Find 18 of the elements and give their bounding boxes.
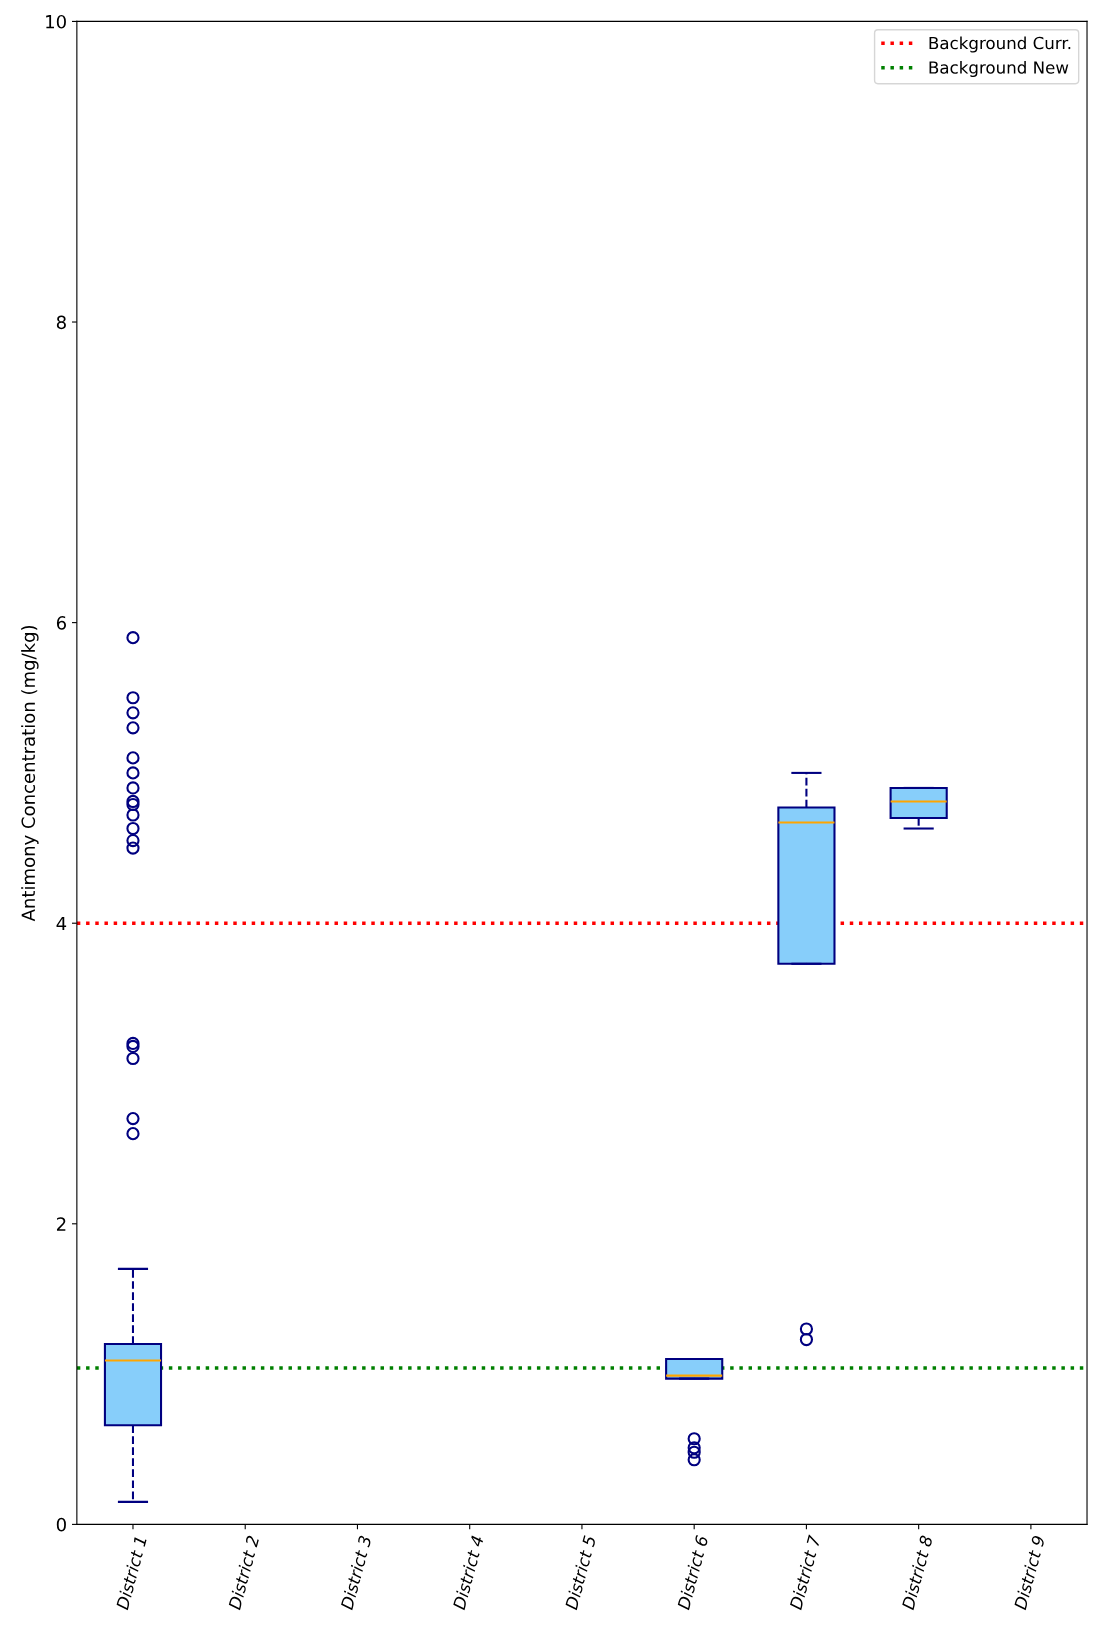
x-tick-label: District 8 (901, 1534, 933, 1611)
x-tick-label: District 5 (564, 1535, 597, 1611)
x-tick-label: District 2 (227, 1535, 260, 1611)
x-tick-label: District 4 (452, 1535, 484, 1611)
y-tick-label: 6 (56, 616, 66, 630)
x-tick-label: District 6 (676, 1534, 709, 1611)
y-tick-label: 4 (56, 916, 67, 931)
y-tick-label: 2 (56, 1217, 66, 1231)
x-tick-label: District 3 (339, 1535, 372, 1611)
y-tick-label: 10 (46, 14, 66, 29)
legend-label: Background New (929, 60, 1069, 78)
x-tick-label: District 9 (1013, 1535, 1046, 1611)
y-tick-label: 8 (56, 315, 66, 330)
legend-label: Background Curr. (929, 36, 1071, 53)
y-tick-label: 0 (56, 1517, 66, 1532)
x-tick-label: District 1 (115, 1536, 147, 1611)
y-axis-title: Antimony Concentration (mg/kg) (21, 625, 39, 922)
x-tick-label: District 7 (788, 1534, 821, 1611)
